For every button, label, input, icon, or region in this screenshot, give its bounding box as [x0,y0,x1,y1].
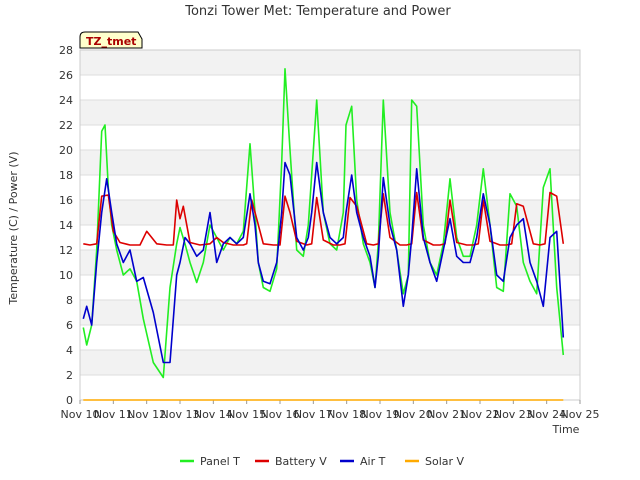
legend-label: Air T [360,455,386,468]
y-tick-label: 8 [66,294,73,307]
x-tick-label: Nov 10 [61,408,100,421]
y-tick-label: 14 [59,219,73,232]
y-tick-label: 20 [59,144,73,157]
x-tick-label: Nov 22 [461,408,500,421]
x-tick-label: Nov 20 [394,408,433,421]
x-axis-label: Time [552,423,580,436]
band [80,200,580,225]
y-tick-label: 0 [66,394,73,407]
y-axis-label: Temperature (C) / Power (V) [7,151,20,305]
y-tick-label: 16 [59,194,73,207]
x-tick-label: Nov 11 [94,408,133,421]
gridlines [80,49,580,401]
y-tick-label: 26 [59,69,73,82]
plot-background-bands [80,50,580,375]
legend-label: Battery V [275,455,327,468]
station-badge: TZ_tmet [79,31,143,49]
band [80,100,580,125]
x-tick-label: Nov 16 [261,408,300,421]
series-lines [82,68,565,401]
y-tick-label: 28 [59,44,73,57]
band [80,300,580,325]
band [80,150,580,175]
x-tick-label: Nov 15 [227,408,266,421]
x-tick-label: Nov 12 [127,408,166,421]
y-tick-label: 4 [66,344,73,357]
legend-label: Solar V [425,455,465,468]
x-tick-label: Nov 21 [427,408,466,421]
series-line-air-t [82,161,565,364]
y-tick-label: 24 [59,94,73,107]
series-line-panel-t [82,68,565,379]
legend: Panel T Battery V Air T Solar V [180,455,465,468]
chart-title: Tonzi Tower Met: Temperature and Power [184,4,451,19]
x-tick-label: Nov 14 [194,408,233,421]
y-tick-label: 2 [66,369,73,382]
y-tick-label: 6 [66,319,73,332]
y-tick-label: 10 [59,269,73,282]
station-label: TZ_tmet [86,35,136,48]
legend-label: Panel T [200,455,240,468]
x-tick-label: Nov 17 [294,408,333,421]
y-tick-label: 22 [59,119,73,132]
x-tick-label: Nov 25 [561,408,600,421]
x-tick-label: Nov 13 [161,408,200,421]
y-tick-label: 12 [59,244,73,257]
band [80,50,580,75]
x-tick-label: Nov 18 [327,408,366,421]
band [80,350,580,375]
x-tick-label: Nov 19 [361,408,400,421]
series-line-battery-v [83,191,565,246]
x-tick-label: Nov 24 [527,408,566,421]
x-tick-label: Nov 23 [494,408,533,421]
y-tick-label: 18 [59,169,73,182]
